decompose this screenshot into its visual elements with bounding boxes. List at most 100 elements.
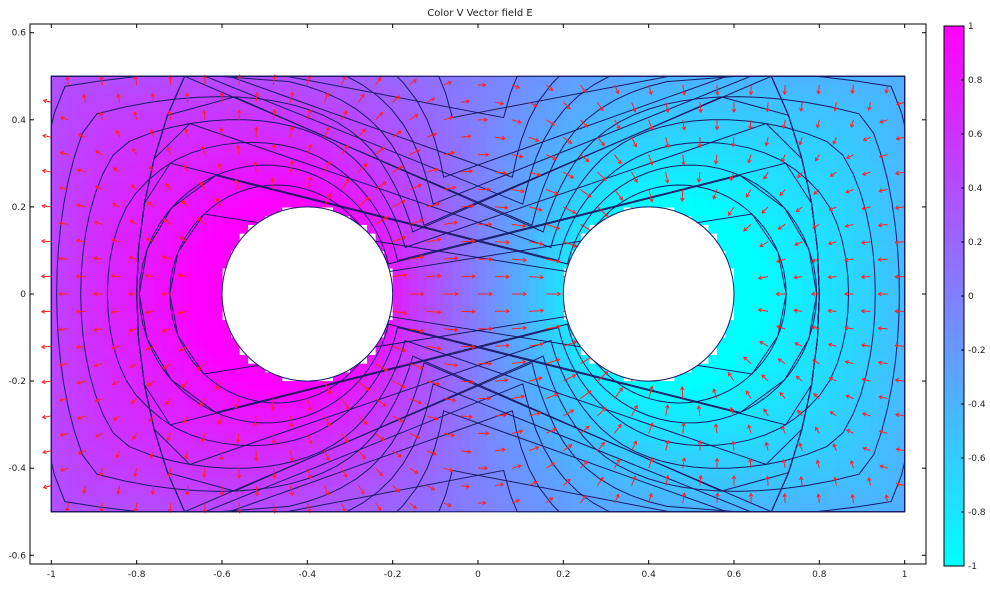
color-cell [615,503,624,512]
color-cell [725,146,734,155]
color-cell [871,416,880,425]
color-cell [734,111,743,120]
color-cell [103,120,112,129]
color-cell [77,494,86,503]
color-cell [615,129,624,138]
color-cell [845,303,854,312]
color-cell [725,355,734,364]
color-cell [580,477,589,486]
color-cell [700,381,709,390]
color-cell [188,294,197,303]
color-cell [683,137,692,146]
color-cell [751,303,760,312]
color-cell [734,146,743,155]
color-cell [657,407,666,416]
color-cell [273,163,282,172]
color-cell [794,189,803,198]
color-cell [299,425,308,434]
color-cell [435,94,444,103]
color-cell [589,198,598,207]
color-cell [871,390,880,399]
color-cell [231,102,240,111]
color-cell [205,259,214,268]
color-cell [384,503,393,512]
color-cell [196,381,205,390]
color-cell [120,224,129,233]
color-cell [94,381,103,390]
color-cell [427,311,436,320]
color-cell [290,399,299,408]
color-cell [51,433,60,442]
color-cell [819,250,828,259]
color-cell [546,111,555,120]
color-cell [60,102,69,111]
color-cell [521,468,530,477]
color-cell [51,442,60,451]
color-cell [785,198,794,207]
color-cell [845,242,854,251]
color-cell [666,163,675,172]
color-cell [700,451,709,460]
color-cell [708,381,717,390]
color-cell [435,303,444,312]
color-cell [188,85,197,94]
color-cell [77,155,86,164]
color-cell [836,76,845,85]
color-cell [666,129,675,138]
color-cell [836,364,845,373]
color-cell [853,320,862,329]
color-cell [341,155,350,164]
color-cell [60,416,69,425]
color-cell [743,233,752,242]
color-cell [871,189,880,198]
color-cell [700,155,709,164]
color-cell [819,346,828,355]
color-cell [802,155,811,164]
color-cell [888,189,897,198]
color-cell [137,120,146,129]
color-cell [359,407,368,416]
color-cell [60,129,69,138]
color-cell [751,338,760,347]
color-cell [231,416,240,425]
color-cell [324,172,333,181]
color-cell [68,216,77,225]
color-cell [853,277,862,286]
color-cell [137,242,146,251]
color-cell [487,129,496,138]
color-cell [819,416,828,425]
color-cell [444,303,453,312]
color-cell [205,189,214,198]
color-cell [68,355,77,364]
color-cell [871,94,880,103]
color-cell [862,451,871,460]
color-cell [60,425,69,434]
color-cell [469,494,478,503]
color-cell [401,399,410,408]
color-cell [316,137,325,146]
color-cell [879,94,888,103]
color-cell [196,198,205,207]
color-cell [248,216,257,225]
color-cell [162,189,171,198]
color-cell [282,442,291,451]
color-cell [862,425,871,434]
color-cell [555,477,564,486]
color-cell [734,233,743,242]
color-cell [743,163,752,172]
color-cell [137,181,146,190]
color-cell [828,94,837,103]
color-cell [845,364,854,373]
color-cell [77,425,86,434]
color-cell [452,503,461,512]
color-cell [248,381,257,390]
color-cell [68,137,77,146]
color-cell [811,216,820,225]
color-cell [819,233,828,242]
color-cell [128,364,137,373]
color-cell [248,390,257,399]
color-cell [393,442,402,451]
color-cell [597,94,606,103]
color-cell [103,303,112,312]
color-cell [393,181,402,190]
